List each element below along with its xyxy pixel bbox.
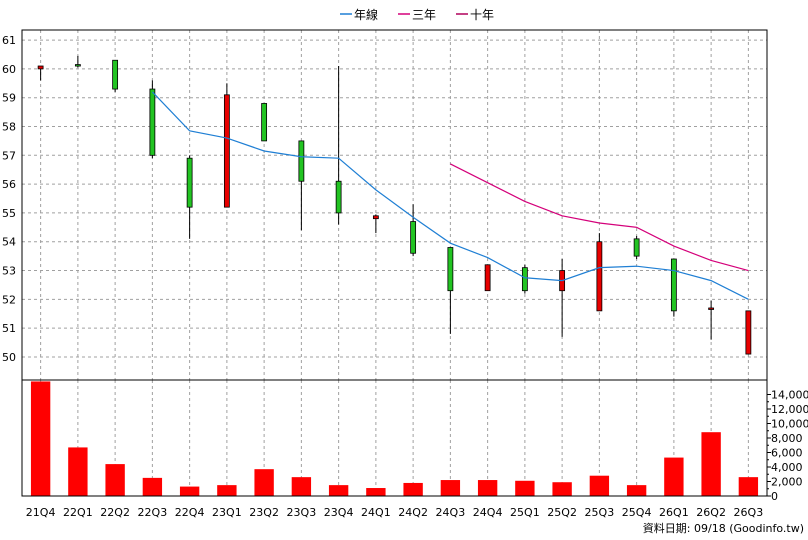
volume-tick-label: 8,000 xyxy=(771,432,803,445)
candle-body xyxy=(372,215,379,220)
x-tick-label: 22Q2 xyxy=(100,506,130,519)
x-tick-label: 25Q1 xyxy=(510,506,540,519)
x-tick-label: 23Q4 xyxy=(324,506,354,519)
x-tick-label: 23Q3 xyxy=(287,506,317,519)
x-tick-label: 24Q3 xyxy=(436,506,466,519)
candle-body xyxy=(633,238,640,257)
volume-bar xyxy=(701,432,721,496)
x-tick-label: 21Q4 xyxy=(26,506,56,519)
volume-bar xyxy=(589,475,610,496)
volume-bar xyxy=(738,477,759,496)
candle-body xyxy=(223,94,230,208)
ma-year-line xyxy=(151,91,749,300)
legend: 年線 三年 十年 xyxy=(340,7,494,22)
volume-bar xyxy=(254,469,274,496)
candle-body xyxy=(521,267,528,292)
x-tick-label: 25Q4 xyxy=(622,506,652,519)
x-tick-label: 22Q3 xyxy=(138,506,168,519)
legend-label: 十年 xyxy=(470,8,494,22)
x-tick-label: 26Q1 xyxy=(659,506,689,519)
price-tick-label: 57 xyxy=(2,149,16,162)
volume-bar xyxy=(179,486,200,496)
x-tick-label: 22Q4 xyxy=(175,506,205,519)
candle-body xyxy=(484,264,491,292)
candle-body xyxy=(298,140,305,182)
volume-bar xyxy=(328,485,349,496)
x-axis: 21Q4 22Q1 22Q2 22Q3 22Q4 23Q1 23Q2 23Q3 23Q4 24Q1… xyxy=(26,506,763,519)
volume-tick-label: 2,000 xyxy=(771,476,803,489)
legend-label: 三年 xyxy=(412,8,436,22)
candle-body xyxy=(447,247,454,292)
x-tick-label: 23Q1 xyxy=(212,506,242,519)
legend-label: 年線 xyxy=(354,7,378,22)
volume-bar xyxy=(142,477,163,496)
price-tick-label: 59 xyxy=(2,92,16,105)
candle-body xyxy=(112,59,119,90)
volume-bar xyxy=(366,488,386,496)
volume-tick-label: 4,000 xyxy=(771,461,803,474)
volume-tick-label: 12,000 xyxy=(771,403,808,416)
candle-body xyxy=(37,65,44,70)
price-tick-label: 56 xyxy=(2,178,16,191)
price-tick-label: 51 xyxy=(2,322,16,335)
volume-bar xyxy=(664,457,684,496)
x-tick-label: 23Q2 xyxy=(249,506,279,519)
volume-bar xyxy=(626,485,647,496)
volume-bar xyxy=(552,482,572,496)
price-tick-label: 52 xyxy=(2,293,16,306)
price-y-axis: 50 51 52 53 54 55 56 57 58 59 60 61 xyxy=(2,34,16,364)
price-tick-label: 50 xyxy=(2,351,16,364)
candle-body xyxy=(596,241,603,312)
volume-tick-label: 0 xyxy=(771,490,778,503)
volume-bar xyxy=(105,464,125,496)
price-panel-frame xyxy=(21,29,768,381)
price-tick-label: 53 xyxy=(2,265,16,278)
candle-body xyxy=(335,180,342,214)
volume-bar xyxy=(440,480,461,496)
volume-tick-label: 6,000 xyxy=(771,447,803,460)
price-tick-label: 58 xyxy=(2,121,16,134)
x-tick-label: 26Q3 xyxy=(734,506,764,519)
ma-3y-line xyxy=(450,163,749,272)
x-tick-label: 25Q3 xyxy=(585,506,615,519)
volume-panel-frame xyxy=(21,379,768,497)
candle-body xyxy=(708,307,715,310)
x-tick-label: 24Q1 xyxy=(361,506,391,519)
candle-body xyxy=(745,310,752,355)
price-tick-label: 55 xyxy=(2,207,16,220)
volume-bar xyxy=(30,381,51,496)
volume-tick-label: 10,000 xyxy=(771,418,808,431)
volume-bar xyxy=(477,480,498,496)
moving-average-lines xyxy=(151,91,749,300)
x-tick-label: 24Q4 xyxy=(473,506,503,519)
price-tick-label: 61 xyxy=(2,34,16,47)
price-grid xyxy=(22,30,767,380)
candle-body xyxy=(410,221,417,254)
volume-bar xyxy=(68,447,88,496)
candle-body xyxy=(186,157,193,208)
x-tick-label: 25Q2 xyxy=(547,506,577,519)
candle-body xyxy=(670,258,677,312)
candle-body xyxy=(261,103,268,142)
volume-bar xyxy=(403,482,423,496)
candle-body xyxy=(74,64,81,67)
x-tick-label: 24Q2 xyxy=(398,506,428,519)
volume-tick-label: 14,000 xyxy=(771,389,808,402)
volume-bar xyxy=(217,485,237,496)
x-tick-label: 26Q2 xyxy=(696,506,726,519)
price-tick-label: 60 xyxy=(2,63,16,76)
volume-bar xyxy=(515,480,535,496)
price-tick-label: 54 xyxy=(2,236,16,249)
candle-body xyxy=(149,88,156,156)
volume-bars xyxy=(30,381,759,496)
x-tick-label: 22Q1 xyxy=(63,506,93,519)
data-date-source: 資料日期: 09/18 (Goodinfo.tw) xyxy=(643,521,804,535)
volume-bar xyxy=(291,477,312,496)
candlesticks xyxy=(37,55,752,355)
